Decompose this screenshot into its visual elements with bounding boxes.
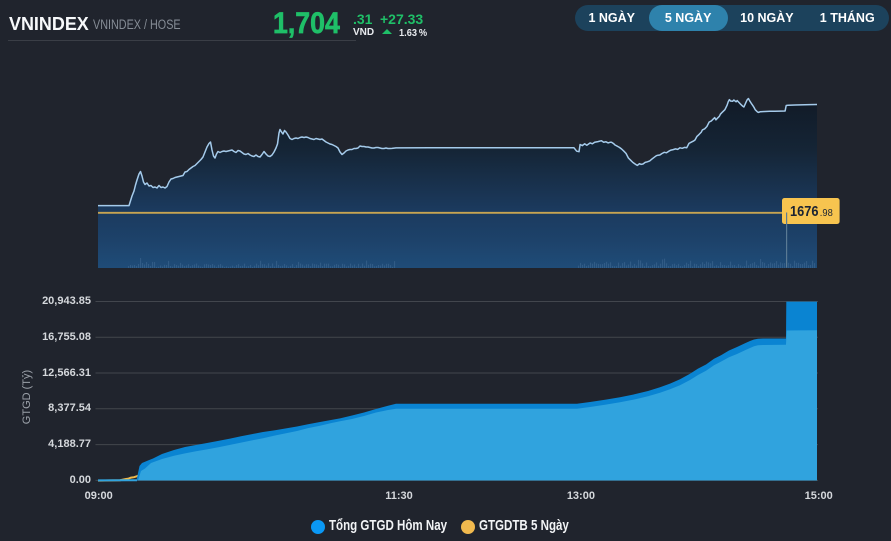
- svg-text:1676: 1676: [790, 204, 819, 220]
- svg-text:.98: .98: [820, 207, 833, 219]
